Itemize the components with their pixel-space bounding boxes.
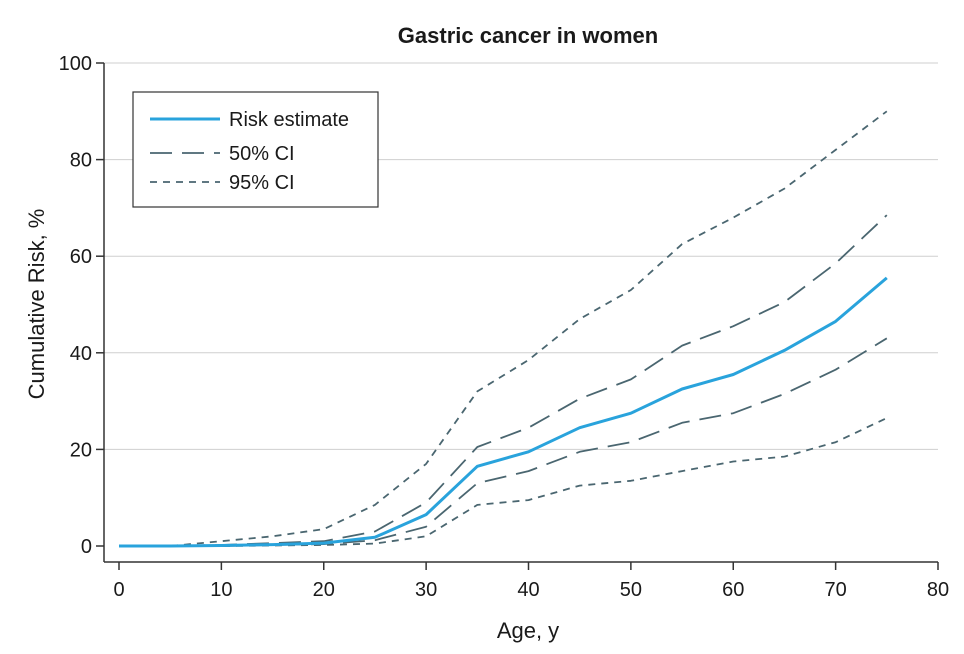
x-axis-label: Age, y — [497, 618, 559, 643]
legend-label-50-ci: 50% CI — [229, 143, 295, 165]
x-tick-label-10: 10 — [210, 579, 232, 601]
y-tick-label-40: 40 — [70, 343, 92, 365]
legend-box — [132, 91, 379, 208]
legend: Risk estimate 50% CI 95% CI — [132, 91, 379, 208]
series-layer — [119, 110, 888, 548]
legend-label-95-ci: 95% CI — [229, 172, 295, 194]
series-risk-estimate — [119, 276, 888, 548]
y-axis-label: Cumulative Risk, % — [24, 209, 49, 400]
chart-title: Gastric cancer in women — [398, 23, 658, 48]
y-tick-label-80: 80 — [70, 150, 92, 172]
y-tick-label-0: 0 — [81, 536, 92, 558]
x-tick-label-60: 60 — [722, 579, 744, 601]
legend-label-risk-estimate: Risk estimate — [229, 109, 349, 131]
y-tick-label-60: 60 — [70, 246, 92, 268]
y-tick-label-100: 100 — [59, 53, 92, 75]
series-95-ci-upper — [119, 110, 888, 547]
x-tick-label-50: 50 — [620, 579, 642, 601]
x-tick-label-80: 80 — [927, 579, 949, 601]
series-50-ci-upper — [119, 214, 888, 547]
x-tick-label-30: 30 — [415, 579, 437, 601]
y-tick-label-20: 20 — [70, 439, 92, 461]
series-50-ci-lower — [119, 337, 888, 547]
x-tick-label-20: 20 — [313, 579, 335, 601]
series-95-ci-lower — [119, 417, 888, 547]
axes: 0 20 40 60 80 100 0 10 20 30 40 50 60 70 80 — [59, 53, 950, 601]
x-tick-label-0: 0 — [113, 579, 124, 601]
x-tick-label-40: 40 — [517, 579, 539, 601]
x-tick-label-70: 70 — [825, 579, 847, 601]
